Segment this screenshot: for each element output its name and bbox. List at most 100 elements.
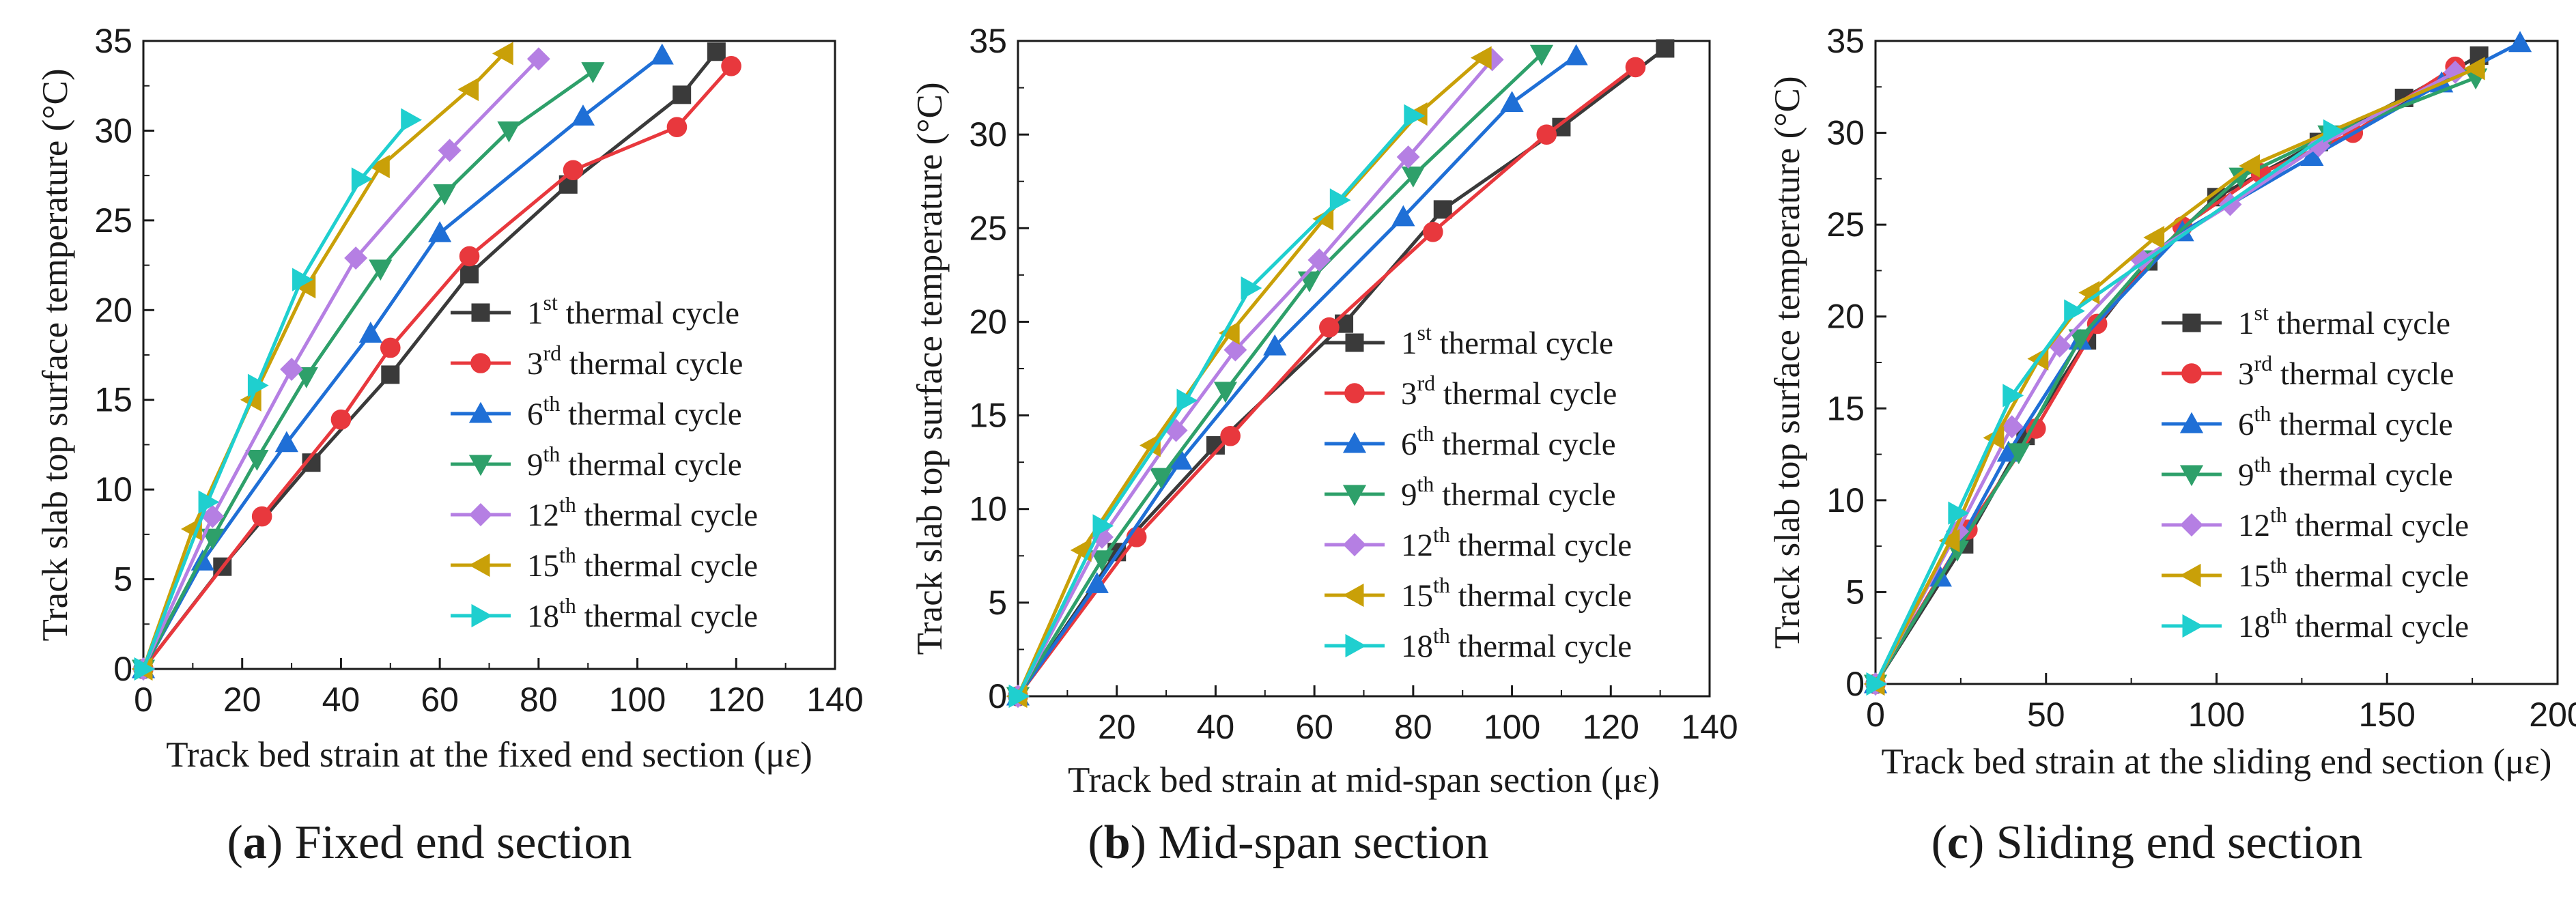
y-tick-label: 5 <box>113 560 132 599</box>
x-tick-label: 20 <box>223 681 261 719</box>
data-point <box>294 367 318 388</box>
data-point <box>1241 276 1262 300</box>
legend-swatch-marker <box>2182 313 2201 332</box>
data-point <box>1536 124 1557 145</box>
data-point <box>134 657 156 681</box>
legend-item: 1st thermal cycle <box>451 290 739 331</box>
legend-item: 3rd thermal cycle <box>451 341 743 382</box>
legend-swatch-marker <box>2179 465 2204 487</box>
legend-swatch-marker <box>1345 633 1367 658</box>
legend-swatch-marker <box>1342 485 1367 506</box>
data-point <box>666 117 688 137</box>
caption-a: (a) Fixed end section <box>227 816 632 869</box>
series-18th <box>1008 104 1426 709</box>
legend-label: 18th thermal cycle <box>527 593 758 634</box>
legend-item: 15th thermal cycle <box>2162 553 2469 594</box>
legend-item: 1st thermal cycle <box>1325 320 1613 361</box>
y-tick-label: 0 <box>988 677 1007 715</box>
data-point <box>2323 119 2345 143</box>
data-point <box>1008 684 1030 709</box>
legend-item: 6th thermal cycle <box>451 391 742 432</box>
data-point <box>457 77 479 102</box>
data-point <box>2239 154 2260 178</box>
legend-swatch-marker <box>2180 513 2203 537</box>
legend-swatch-marker <box>469 503 492 526</box>
data-point <box>369 154 390 179</box>
data-point <box>2068 329 2092 351</box>
data-point <box>1092 514 1114 538</box>
legend-item: 6th thermal cycle <box>1325 421 1616 462</box>
series-line <box>1873 67 2477 685</box>
caption-c: (c) Sliding end section <box>1931 816 2363 869</box>
legend-swatch-marker <box>2181 363 2202 384</box>
data-point <box>330 409 352 430</box>
y-tick-label: 30 <box>1826 114 1865 152</box>
data-point <box>380 337 401 358</box>
data-point <box>2463 57 2485 81</box>
legend-swatch-marker <box>471 303 490 322</box>
y-tick-label: 15 <box>1826 389 1865 427</box>
data-point <box>201 528 225 550</box>
x-axis-label: Track bed strain at the fixed end sectio… <box>166 735 812 775</box>
legend-label: 18th thermal cycle <box>1401 623 1632 664</box>
series-3rd <box>133 56 741 679</box>
x-tick-label: 40 <box>1197 708 1235 746</box>
legend-swatch-marker <box>1342 583 1364 608</box>
legend-label: 1st thermal cycle <box>527 290 739 331</box>
legend-swatch-marker <box>1343 533 1366 556</box>
y-tick-label: 0 <box>1845 665 1865 703</box>
x-tick-label: 80 <box>520 681 558 719</box>
y-tick-label: 15 <box>94 381 132 419</box>
series-line <box>141 70 594 670</box>
y-tick-label: 35 <box>969 22 1007 60</box>
data-point <box>1329 188 1351 212</box>
data-point <box>721 56 741 76</box>
x-tick-label: 0 <box>134 681 153 719</box>
data-point <box>401 108 423 132</box>
y-axis-label: Track slab top surface temperature (°C) <box>36 69 75 642</box>
legend-item: 15th thermal cycle <box>1325 573 1632 614</box>
data-point <box>1404 104 1426 128</box>
data-point <box>351 167 373 191</box>
caption-b: (b) Mid-span section <box>1088 816 1489 869</box>
legend-item: 9th thermal cycle <box>1325 472 1616 513</box>
y-tick-label: 30 <box>969 115 1007 154</box>
data-point <box>1500 91 1524 113</box>
data-point <box>2002 384 2024 408</box>
y-tick-label: 35 <box>94 22 132 60</box>
data-point <box>1213 382 1237 403</box>
axes: 0 5 10 15 20 25 30 35 0 20 40 60 80 100 120 140 <box>94 22 863 719</box>
legend-label: 15th thermal cycle <box>1401 573 1632 614</box>
x-axis-label: Track bed strain at the sliding end sect… <box>1882 742 2552 782</box>
y-tick-label: 0 <box>113 650 132 688</box>
legend-item: 18th thermal cycle <box>2162 603 2469 644</box>
axes: 0 5 10 15 20 25 30 35 0 50 100 150 200 <box>1826 22 2576 734</box>
y-tick-label: 10 <box>969 490 1007 528</box>
legend-label: 1st thermal cycle <box>2238 300 2450 341</box>
x-tick-label: 100 <box>1484 708 1540 746</box>
data-point <box>2444 60 2467 84</box>
legend: 1st thermal cycle 3rd thermal cycle 6th th… <box>1325 320 1632 664</box>
data-point <box>1149 468 1173 489</box>
y-tick-label: 25 <box>94 201 132 240</box>
data-point <box>428 220 452 242</box>
y-tick-label: 25 <box>969 209 1007 247</box>
legend: 1st thermal cycle 3rd thermal cycle 6th th… <box>2162 300 2469 644</box>
data-point <box>1220 425 1241 446</box>
legend-swatch-marker <box>2179 412 2204 433</box>
axes: 0 5 10 15 20 25 30 35 20 40 60 80 100 120 140 <box>969 22 1738 746</box>
x-tick-label: 100 <box>2188 696 2245 734</box>
data-point <box>438 139 462 162</box>
x-tick-label: 80 <box>1394 708 1432 746</box>
legend-label: 15th thermal cycle <box>2238 553 2469 594</box>
y-tick-label: 30 <box>94 111 132 149</box>
series-18th <box>1866 119 2345 696</box>
data-point <box>460 265 479 284</box>
y-tick-label: 20 <box>94 291 132 329</box>
series-line <box>142 65 733 670</box>
legend-label: 6th thermal cycle <box>1401 421 1616 462</box>
y-tick-label: 20 <box>969 302 1007 341</box>
x-tick-label: 50 <box>2027 696 2065 734</box>
data-point <box>492 42 513 66</box>
legend-item: 3rd thermal cycle <box>1325 371 1617 412</box>
